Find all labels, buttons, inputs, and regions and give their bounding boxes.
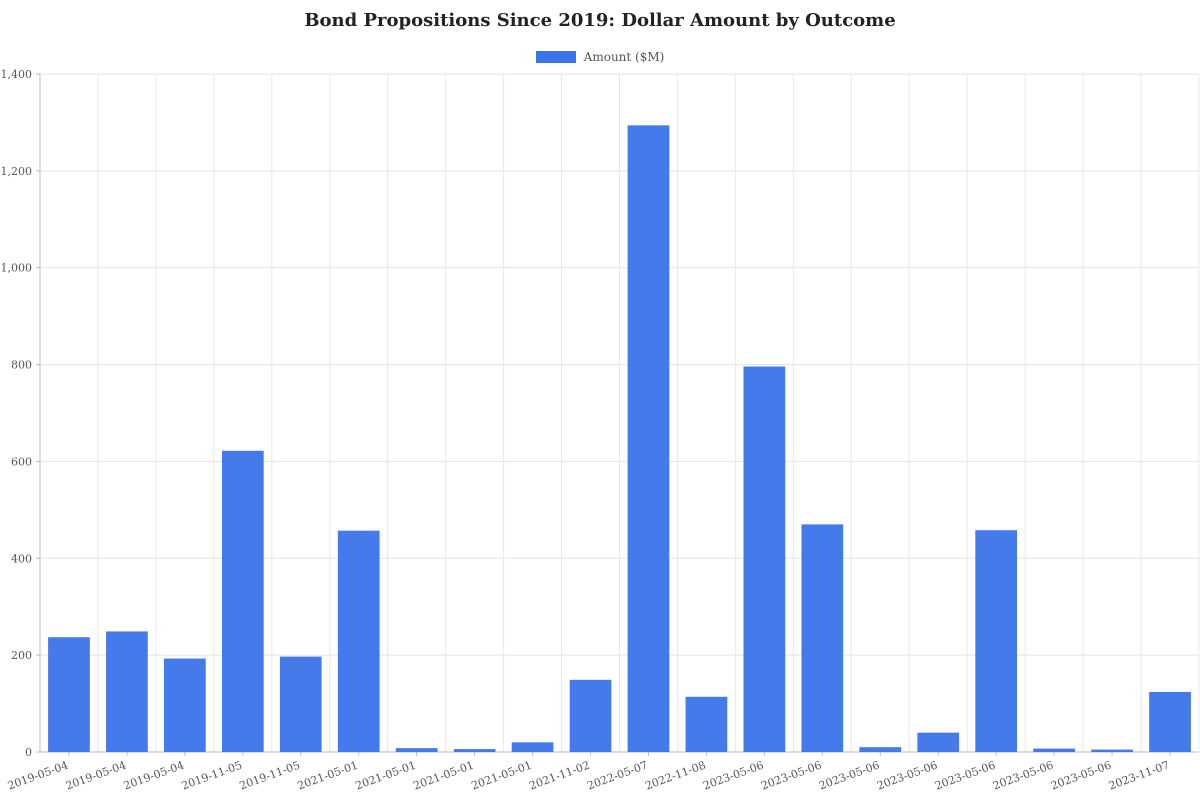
y-tick-label: 600 [11, 455, 32, 468]
bar [801, 524, 844, 752]
x-tick-label: 2021-11-02 [528, 759, 592, 793]
bar [1033, 748, 1075, 752]
bar [395, 748, 438, 752]
x-tick-label: 2021-05-01 [412, 759, 476, 793]
bar [106, 631, 148, 752]
y-tick-label: 0 [25, 746, 32, 759]
y-tick-label: 1,200 [1, 165, 33, 178]
bar [859, 747, 902, 752]
y-tick-label: 200 [11, 649, 32, 662]
x-tick-label: 2023-11-07 [1107, 759, 1171, 793]
bar [975, 530, 1018, 752]
x-tick-label: 2023-05-06 [875, 759, 939, 793]
bar [1091, 749, 1133, 752]
x-tick-label: 2023-05-06 [817, 759, 881, 793]
bar [511, 742, 554, 752]
x-tick-label: 2019-05-04 [122, 759, 186, 793]
y-tick-label: 800 [11, 359, 32, 372]
bar [627, 125, 670, 752]
bar [48, 637, 90, 752]
bar [453, 749, 496, 752]
x-tick-label: 2022-05-07 [585, 759, 649, 793]
x-tick-label: 2019-11-05 [238, 759, 302, 793]
x-tick-label: 2023-05-06 [991, 759, 1055, 793]
bar [337, 530, 380, 752]
bar [917, 732, 960, 752]
y-tick-label: 400 [11, 552, 32, 565]
bar [221, 450, 264, 752]
bar [279, 656, 322, 752]
x-tick-label: 2019-05-04 [6, 759, 70, 793]
x-tick-label: 2022-11-08 [643, 759, 707, 793]
bar [164, 658, 206, 752]
legend-swatch [535, 51, 576, 63]
legend-label: Amount ($M) [583, 50, 665, 64]
y-tick-label: 1,400 [1, 68, 33, 81]
x-tick-label: 2023-05-06 [701, 759, 765, 793]
x-tick-label: 2023-05-06 [759, 759, 823, 793]
bar [685, 696, 728, 752]
x-tick-label: 2021-05-01 [296, 759, 360, 793]
x-tick-label: 2023-05-06 [933, 759, 997, 793]
x-tick-label: 2019-05-04 [64, 759, 128, 793]
y-tick-label: 1,000 [1, 262, 33, 275]
x-tick-label: 2021-05-01 [354, 759, 418, 793]
bar [743, 366, 786, 752]
bar [1149, 691, 1191, 752]
x-tick-label: 2019-11-05 [180, 759, 244, 793]
legend: Amount ($M) [0, 50, 1200, 64]
bar [569, 679, 612, 752]
x-tick-label: 2023-05-06 [1049, 759, 1113, 793]
chart-title: Bond Propositions Since 2019: Dollar Amo… [304, 10, 896, 31]
x-tick-label: 2021-05-01 [470, 759, 534, 793]
